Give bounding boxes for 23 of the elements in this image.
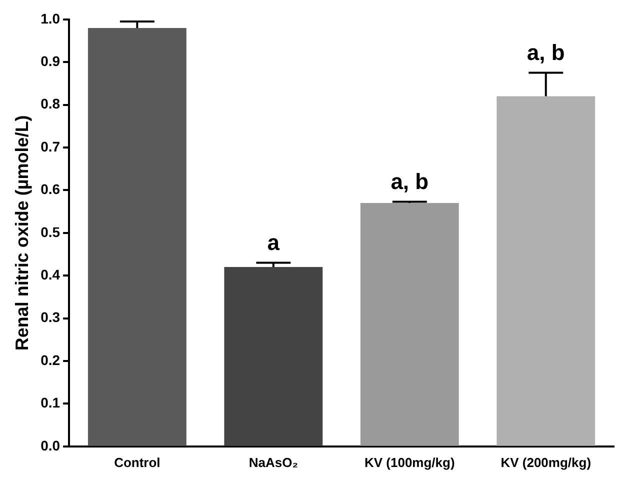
bar [224, 267, 323, 446]
x-tick-label: KV (100mg/kg) [364, 454, 455, 470]
annotation: a, b [526, 40, 565, 65]
y-tick-label: 0.2 [40, 352, 60, 368]
y-tick-label: 0.9 [40, 52, 60, 69]
annotation: a [267, 230, 280, 255]
y-tick-label: 0.7 [40, 138, 60, 154]
y-tick-label: 0.5 [40, 224, 60, 240]
bar [496, 96, 596, 446]
y-tick-label: 0.4 [40, 266, 60, 282]
x-tick-label: KV (200mg/kg) [500, 454, 592, 470]
bar [360, 203, 459, 446]
x-tick-label: NaAsO₂ [248, 454, 298, 470]
y-tick-label: 0.0 [40, 437, 60, 454]
y-tick-label: 0.8 [40, 96, 60, 112]
annotation: a, b [390, 168, 429, 194]
y-axis-title: Renal nitric oxide (µmole/L) [12, 115, 32, 351]
y-tick-label: 1.0 [40, 10, 60, 26]
bar [88, 28, 186, 446]
y-tick-label: 0.1 [40, 394, 60, 411]
y-tick-label: 0.3 [40, 309, 60, 326]
x-tick-label: Control [114, 454, 160, 470]
y-tick-label: 0.6 [40, 181, 60, 198]
